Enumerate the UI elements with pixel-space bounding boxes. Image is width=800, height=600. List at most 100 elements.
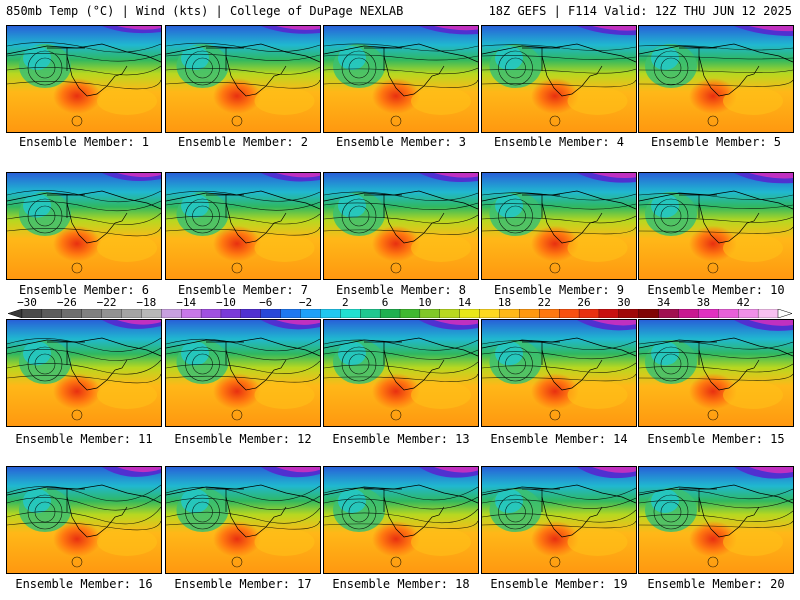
colorbar-bin: [379, 309, 401, 318]
ensemble-member-12-label: Ensemble Member: 12: [174, 432, 312, 446]
ensemble-member-11-label: Ensemble Member: 11: [15, 432, 153, 446]
colorbar-bin: [121, 309, 142, 318]
ensemble-member-6-map: [6, 172, 162, 280]
colorbar-tick-label: 18: [497, 296, 512, 309]
ensemble-member-20-label: Ensemble Member: 20: [647, 577, 785, 591]
ensemble-member-8-map: [323, 172, 479, 280]
ensemble-member-19-label: Ensemble Member: 19: [490, 577, 628, 591]
ensemble-member-2-map: [165, 25, 321, 133]
colorbar-tick-label: −30: [17, 296, 37, 309]
colorbar-bin: [61, 309, 83, 318]
colorbar-max-arrow: [777, 309, 792, 318]
ensemble-member-5-label: Ensemble Member: 5: [650, 135, 782, 149]
ensemble-member-4-map: [481, 25, 637, 133]
colorbar-bin: [340, 309, 361, 318]
ensemble-member-10-map: [638, 172, 794, 280]
colorbar-bin: [658, 309, 679, 318]
colorbar-bin: [638, 309, 659, 318]
colorbar-bin: [220, 309, 242, 318]
ensemble-member-1-label: Ensemble Member: 1: [18, 135, 150, 149]
colorbar-tick-label: −14: [176, 296, 197, 309]
colorbar-tick-label: −22: [96, 296, 117, 309]
ensemble-member-3-label: Ensemble Member: 3: [335, 135, 467, 149]
colorbar-bin: [41, 309, 63, 318]
ensemble-member-9-label: Ensemble Member: 9: [493, 283, 625, 297]
colorbar-bin: [618, 309, 640, 318]
colorbar-tick-label: 6: [381, 296, 389, 309]
colorbar-tick-label: −18: [136, 296, 157, 309]
ensemble-member-15-label: Ensemble Member: 15: [647, 432, 785, 446]
ensemble-member-3-map: [323, 25, 479, 133]
ensemble-member-2-label: Ensemble Member: 2: [177, 135, 309, 149]
colorbar-bin: [21, 309, 43, 318]
colorbar-bin: [499, 309, 520, 318]
ensemble-member-17-map: [165, 466, 321, 574]
ensemble-member-9-map: [481, 172, 637, 280]
ensemble-member-18-label: Ensemble Member: 18: [332, 577, 470, 591]
colorbar-bin: [698, 309, 719, 318]
colorbar-bin: [738, 309, 759, 318]
colorbar-bin: [598, 309, 620, 318]
ensemble-member-16-label: Ensemble Member: 16: [15, 577, 153, 591]
ensemble-member-10-label: Ensemble Member: 10: [647, 283, 785, 297]
ensemble-member-16-map: [6, 466, 162, 574]
colorbar-bin: [479, 309, 500, 318]
colorbar-tick-label: 38: [696, 296, 711, 309]
colorbar-bin: [300, 309, 321, 318]
ensemble-member-12-map: [165, 319, 321, 427]
colorbar-bin: [181, 309, 202, 318]
colorbar-tick-label: 42: [736, 296, 750, 309]
colorbar-bin: [161, 309, 182, 318]
colorbar-bin: [718, 309, 739, 318]
colorbar-tick-label: −6: [259, 296, 273, 309]
colorbar-bin: [200, 309, 222, 318]
colorbar-tick-label: 34: [657, 296, 671, 309]
colorbar-bin: [260, 309, 281, 318]
ensemble-member-19-map: [481, 466, 637, 574]
ensemble-member-13-label: Ensemble Member: 13: [332, 432, 470, 446]
ensemble-member-7-label: Ensemble Member: 7: [177, 283, 309, 297]
ensemble-member-13-map: [323, 319, 479, 427]
ensemble-member-17-label: Ensemble Member: 17: [174, 577, 312, 591]
temperature-colorbar: [8, 309, 792, 318]
ensemble-member-14-map: [481, 319, 637, 427]
colorbar-bin: [519, 309, 540, 318]
ensemble-member-6-label: Ensemble Member: 6: [18, 283, 150, 297]
colorbar-bin: [459, 309, 480, 318]
colorbar-bin: [141, 309, 162, 318]
colorbar-bin: [240, 309, 262, 318]
ensemble-member-8-label: Ensemble Member: 8: [335, 283, 467, 297]
colorbar-bin: [678, 309, 699, 318]
ensemble-member-20-map: [638, 466, 794, 574]
ensemble-member-5-map: [638, 25, 794, 133]
colorbar-bin: [399, 309, 421, 318]
colorbar-tick-label: −26: [56, 296, 77, 309]
colorbar-bin: [539, 309, 560, 318]
colorbar-tick-label: −2: [298, 296, 313, 309]
colorbar-tick-label: 14: [458, 296, 472, 309]
colorbar-tick-label: 22: [537, 296, 551, 309]
colorbar-min-arrow: [8, 309, 23, 318]
ensemble-member-4-label: Ensemble Member: 4: [493, 135, 625, 149]
ensemble-member-7-map: [165, 172, 321, 280]
colorbar-bin: [559, 309, 580, 318]
colorbar-bin: [757, 309, 779, 318]
colorbar-tick-label: 26: [577, 296, 591, 309]
run-valid-time: 18Z GEFS | F114 Valid: 12Z THU JUN 12 20…: [488, 4, 792, 18]
colorbar-bin: [419, 309, 441, 318]
ensemble-member-18-map: [323, 466, 479, 574]
colorbar-tick-label: 2: [342, 296, 349, 309]
ensemble-member-15-map: [638, 319, 794, 427]
colorbar-tick-label: 30: [617, 296, 631, 309]
colorbar-tick-label: 10: [418, 296, 432, 309]
map-title: 850mb Temp (°C) | Wind (kts) | College o…: [6, 4, 404, 18]
colorbar-bin: [320, 309, 341, 318]
colorbar-bin: [578, 309, 600, 318]
colorbar-bin: [81, 309, 102, 318]
ensemble-member-11-map: [6, 319, 162, 427]
colorbar-bin: [439, 309, 461, 318]
colorbar-bin: [101, 309, 122, 318]
ensemble-member-14-label: Ensemble Member: 14: [490, 432, 628, 446]
colorbar-bin: [360, 309, 381, 318]
ensemble-member-1-map: [6, 25, 162, 133]
